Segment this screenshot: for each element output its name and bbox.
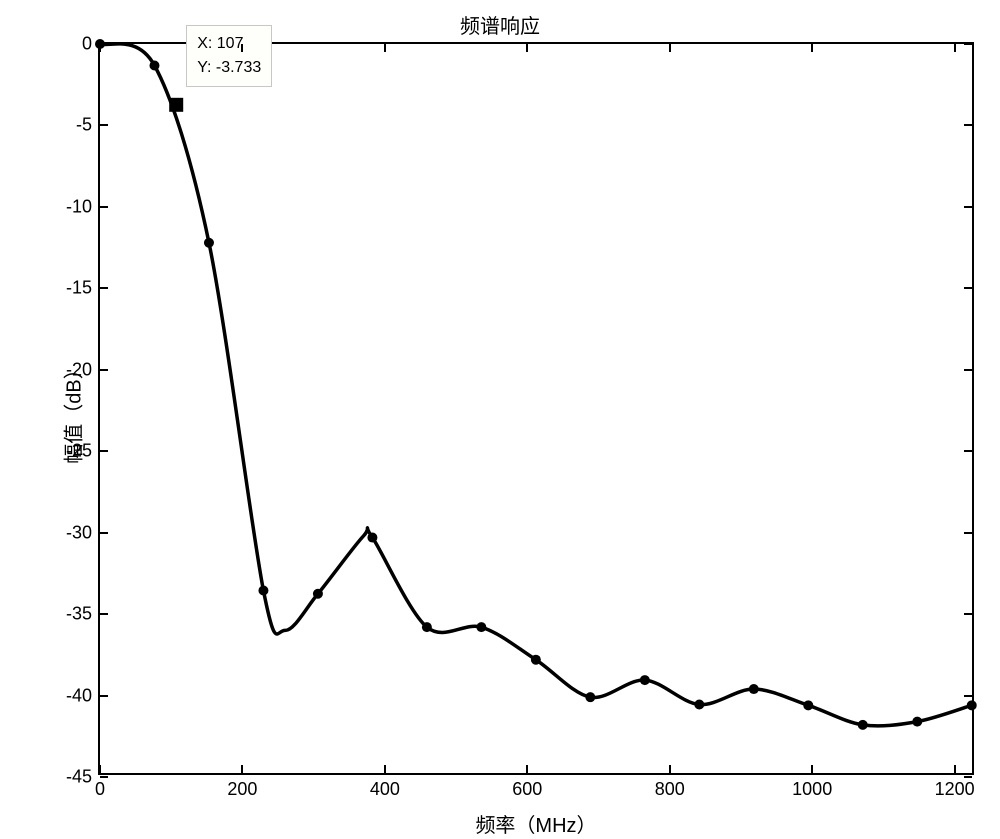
y-tick [964, 450, 972, 452]
x-tick-label: 600 [512, 779, 542, 800]
series-marker [585, 692, 595, 702]
y-tick-label: -35 [66, 604, 92, 625]
x-tick-label: 400 [370, 779, 400, 800]
y-tick [964, 532, 972, 534]
x-tick [669, 765, 671, 773]
y-tick [100, 695, 108, 697]
y-tick [100, 369, 108, 371]
x-tick-label: 0 [95, 779, 105, 800]
series-marker [803, 700, 813, 710]
data-tip-x-label: X: 107 [197, 32, 261, 56]
x-tick [954, 765, 956, 773]
data-tip-marker [169, 98, 183, 112]
x-tick-label: 1000 [792, 779, 832, 800]
series-marker [149, 61, 159, 71]
figure: 频谱响应 X: 107 Y: -3.733 020040060080010001… [0, 0, 1000, 839]
x-tick [384, 765, 386, 773]
series-marker [640, 675, 650, 685]
x-tick [526, 765, 528, 773]
y-tick [964, 206, 972, 208]
y-tick-label: -15 [66, 278, 92, 299]
x-tick [241, 44, 243, 52]
x-tick [384, 44, 386, 52]
y-tick [964, 43, 972, 45]
y-tick [100, 776, 108, 778]
series-marker [531, 655, 541, 665]
y-tick-label: -5 [76, 115, 92, 136]
series-marker [313, 589, 323, 599]
x-tick [99, 765, 101, 773]
y-tick [964, 369, 972, 371]
y-tick-label: -10 [66, 196, 92, 217]
x-tick [99, 44, 101, 52]
series-line [100, 44, 972, 726]
data-tip: X: 107 Y: -3.733 [186, 25, 272, 87]
x-tick-label: 200 [227, 779, 257, 800]
y-tick-label: -30 [66, 522, 92, 543]
series-marker [258, 585, 268, 595]
series-marker [912, 717, 922, 727]
y-tick-label: -40 [66, 685, 92, 706]
y-tick [964, 287, 972, 289]
y-tick [100, 532, 108, 534]
y-tick [100, 206, 108, 208]
y-tick [964, 776, 972, 778]
line-series [100, 44, 976, 777]
series-marker [858, 720, 868, 730]
y-tick [964, 613, 972, 615]
x-tick [954, 44, 956, 52]
series-marker [749, 684, 759, 694]
data-tip-y-label: Y: -3.733 [197, 56, 261, 80]
x-tick [669, 44, 671, 52]
x-tick [811, 765, 813, 773]
chart-title: 频谱响应 [0, 10, 1000, 39]
series-marker [967, 700, 977, 710]
y-tick [100, 613, 108, 615]
series-marker [694, 700, 704, 710]
x-tick [241, 765, 243, 773]
series-marker [476, 622, 486, 632]
series-marker [422, 622, 432, 632]
y-tick [100, 43, 108, 45]
y-tick [100, 450, 108, 452]
x-tick [811, 44, 813, 52]
plot-area: X: 107 Y: -3.733 0200400600800100012000-… [98, 42, 974, 775]
y-axis-label: 幅值（dB） [58, 359, 87, 463]
series-marker [204, 238, 214, 248]
x-tick-label: 1200 [935, 779, 975, 800]
y-tick [100, 287, 108, 289]
x-tick-label: 800 [655, 779, 685, 800]
y-tick-label: -45 [66, 767, 92, 788]
y-tick [964, 695, 972, 697]
x-axis-label: 频率（MHz） [98, 809, 974, 838]
x-tick [526, 44, 528, 52]
y-tick [964, 124, 972, 126]
y-tick-label: 0 [82, 34, 92, 55]
series-marker [367, 533, 377, 543]
y-tick [100, 124, 108, 126]
